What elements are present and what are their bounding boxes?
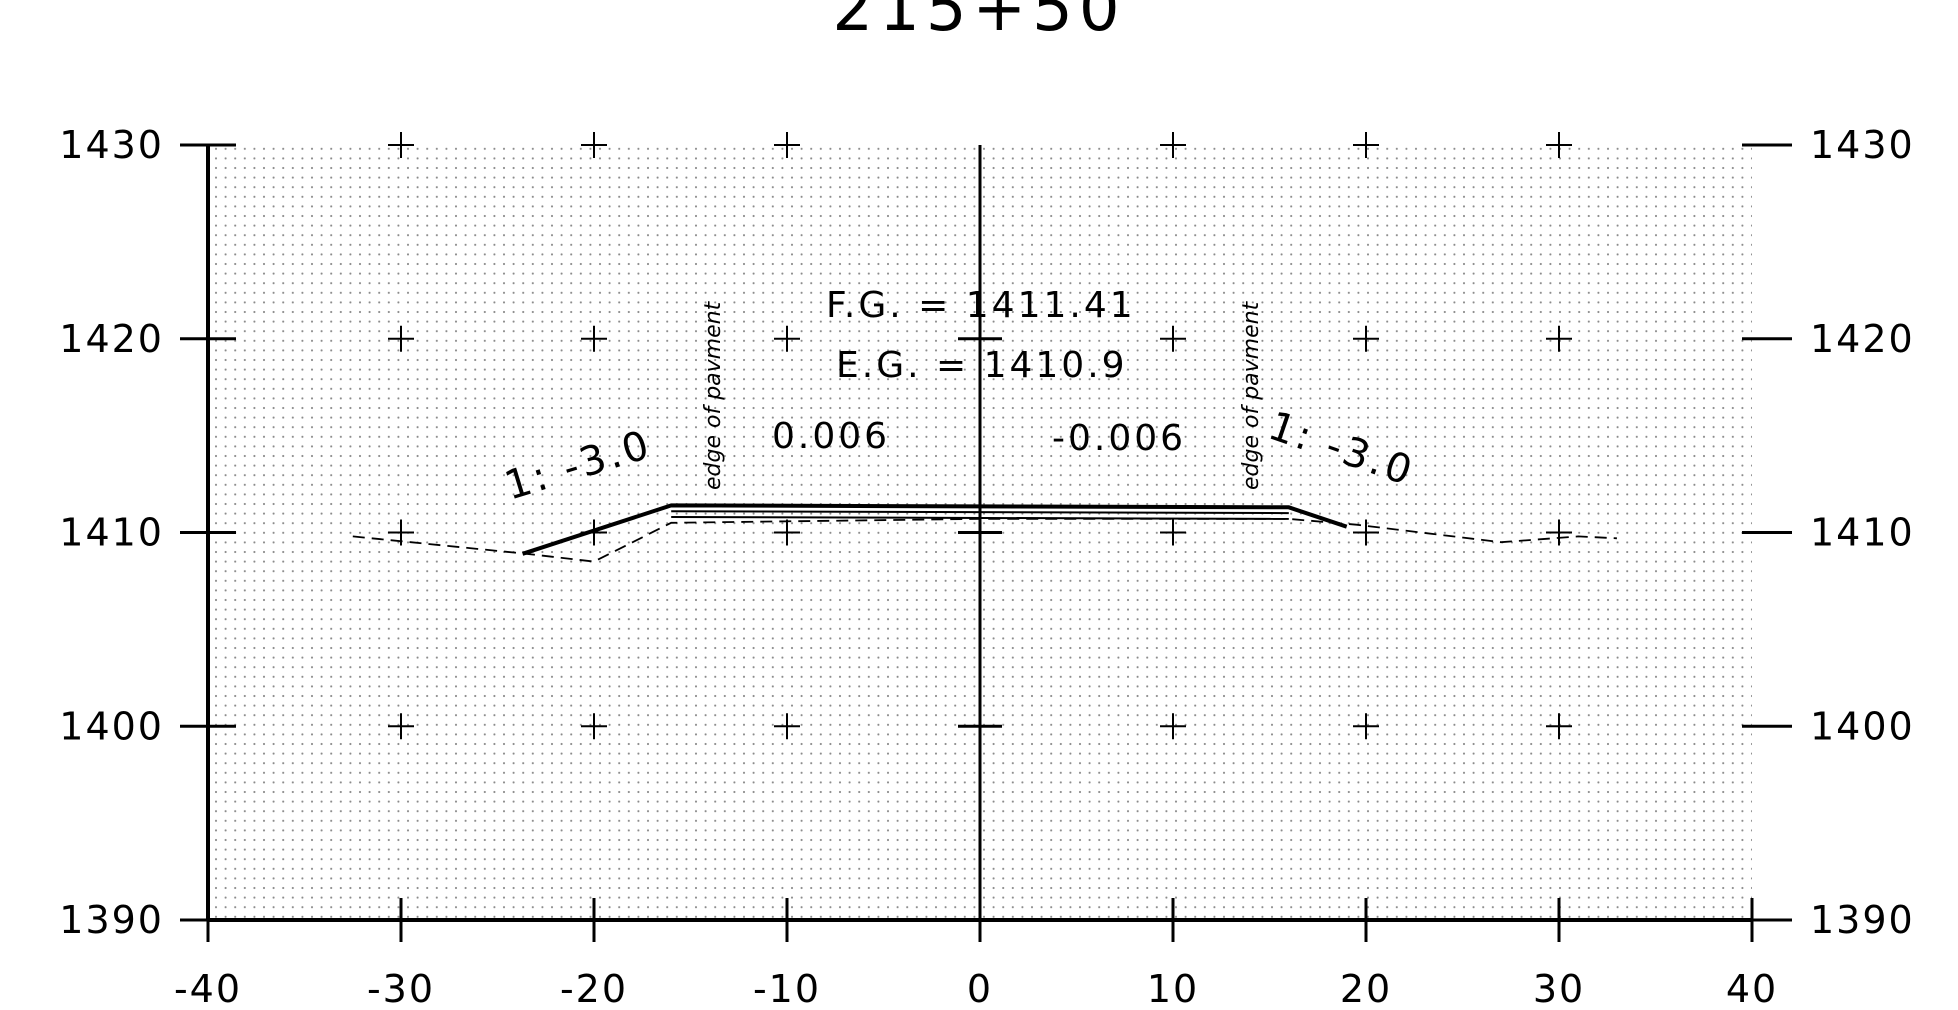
- y-tick-label-right: 1420: [1810, 317, 1915, 361]
- grid-cross-mark: [1160, 325, 1186, 352]
- y-tick-label-left: 1410: [59, 511, 164, 555]
- grid-cross-mark: [774, 325, 800, 352]
- grid-cross-mark: [1353, 519, 1379, 546]
- left-edge-of-pavement-label: edge of pavment: [701, 300, 726, 490]
- grid-cross-mark: [581, 132, 607, 158]
- grid-cross-mark: [1160, 132, 1186, 158]
- grid-cross-mark: [774, 132, 800, 158]
- right-cross-slope-label: -0.006: [1052, 418, 1186, 459]
- x-tick-label: -40: [174, 967, 242, 1010]
- y-tick-labels-left: 1390 1400 1410 1420 1430: [59, 123, 164, 942]
- x-tick-label: 30: [1533, 967, 1585, 1010]
- grid-cross-mark: [1160, 713, 1186, 740]
- x-tick-label: 10: [1147, 967, 1199, 1010]
- y-tick-label-right: 1400: [1810, 704, 1915, 748]
- y-tick-label-left: 1430: [59, 123, 164, 167]
- grid-cross-mark: [1160, 519, 1186, 546]
- grid-cross-mark: [1353, 132, 1379, 158]
- y-tick-labels-right: 1390 1400 1410 1420 1430: [1810, 123, 1915, 942]
- x-tick-label: 20: [1340, 967, 1392, 1010]
- profile-line-solid-thick-0: [521, 503, 1348, 556]
- x-tick-label: -30: [367, 967, 435, 1010]
- x-tick-label: -10: [753, 967, 821, 1010]
- grid-cross-mark: [1353, 713, 1379, 740]
- finished-grade-label: F.G. = 1411.41: [826, 285, 1136, 326]
- existing-grade-label: E.G. = 1410.9: [836, 345, 1128, 386]
- grid-cross-marks: [388, 132, 1572, 740]
- grid-cross-mark: [388, 713, 414, 740]
- x-tick-label: -20: [560, 967, 628, 1010]
- grid-cross-mark: [774, 713, 800, 740]
- grid-cross-mark: [1546, 132, 1572, 158]
- grid-cross-mark: [388, 132, 414, 158]
- y-tick-label-right: 1430: [1810, 123, 1915, 167]
- grid-cross-mark: [1546, 325, 1572, 352]
- x-tick-label: 40: [1726, 967, 1778, 1010]
- right-edge-of-pavement-label: edge of pavment: [1239, 300, 1264, 490]
- y-tick-label-left: 1420: [59, 317, 164, 361]
- grid-cross-mark: [581, 325, 607, 352]
- station-title: 215+50: [832, 0, 1125, 46]
- profile-line-solid-thin-1: [671, 510, 1289, 515]
- profile-line-dashed-3: [352, 518, 1617, 563]
- profile-lines: [352, 503, 1617, 563]
- grid-cross-mark: [1546, 519, 1572, 546]
- grid-cross-mark: [774, 519, 800, 546]
- grid-cross-mark: [1353, 325, 1379, 352]
- y-tick-label-left: 1390: [59, 898, 164, 942]
- y-tick-label-left: 1400: [59, 704, 164, 748]
- grid-cross-mark: [1546, 713, 1572, 740]
- tick-marks: [180, 143, 1792, 942]
- x-tick-label: 0: [967, 967, 993, 1010]
- left-cross-slope-label: 0.006: [772, 416, 890, 457]
- y-tick-label-right: 1390: [1810, 898, 1915, 942]
- y-tick-label-right: 1410: [1810, 511, 1915, 555]
- grid-cross-mark: [581, 713, 607, 740]
- x-tick-labels: -40 -30 -20 -10 0 10 20 30 40: [174, 967, 1778, 1010]
- grid-cross-mark: [388, 325, 414, 352]
